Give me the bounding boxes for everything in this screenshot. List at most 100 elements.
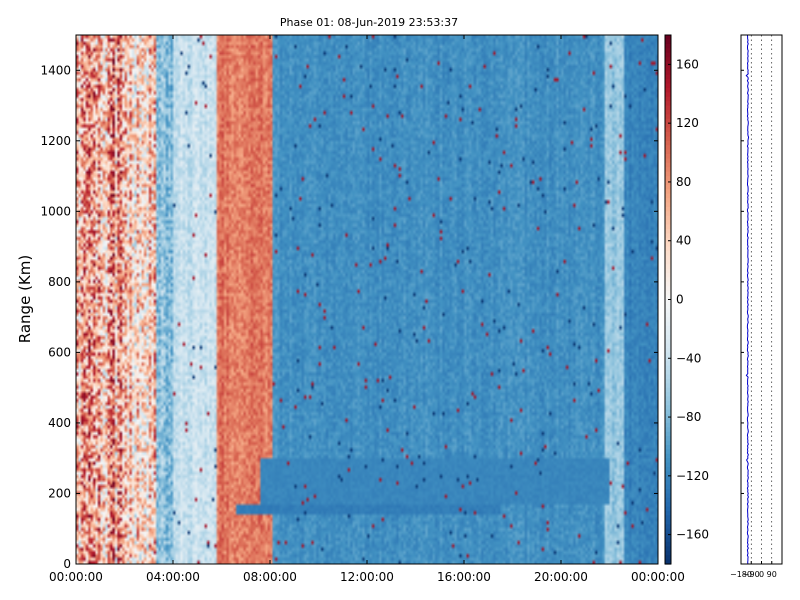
colorbar-step <box>665 559 671 565</box>
colorbar-step <box>665 299 671 305</box>
profile-x-tick-label: −90 <box>743 570 760 579</box>
colorbar-step <box>665 528 671 534</box>
colorbar-step <box>665 171 671 177</box>
colorbar-step <box>665 541 671 547</box>
colorbar-step <box>665 343 671 349</box>
colorbar-tick-label: 40 <box>676 234 691 248</box>
colorbar-step <box>665 555 671 561</box>
profile-x-tick-label: −180 <box>730 570 752 579</box>
colorbar-step <box>665 286 671 292</box>
colorbar-step <box>665 308 671 314</box>
colorbar-step <box>665 57 671 63</box>
colorbar-step <box>665 268 671 274</box>
x-tick-label: 12:00:00 <box>340 570 394 584</box>
y-tick-label: 200 <box>48 486 71 500</box>
colorbar-step <box>665 458 671 464</box>
colorbar-step <box>665 233 671 239</box>
mean-phase-profile <box>745 34 773 565</box>
colorbar-step <box>665 167 671 173</box>
colorbar-tick-label: −120 <box>676 469 709 483</box>
colorbar-tick-label: −160 <box>676 528 709 542</box>
colorbar-step <box>665 453 671 459</box>
colorbar-step <box>665 228 671 234</box>
chart-title: Phase 01: 08-Jun-2019 23:53:37 <box>280 16 458 29</box>
y-tick-label: 0 <box>63 557 71 571</box>
y-tick-label: 1200 <box>40 134 71 148</box>
colorbar-step <box>665 70 671 76</box>
colorbar-step <box>665 418 671 424</box>
profile-x-tick-label: 0 <box>759 570 764 579</box>
colorbar-tick-label: −40 <box>676 351 701 365</box>
colorbar-step <box>665 65 671 71</box>
colorbar-step <box>665 140 671 146</box>
colorbar-tick-label: 120 <box>676 116 699 130</box>
colorbar-step <box>665 392 671 398</box>
colorbar-step <box>665 259 671 265</box>
colorbar-step <box>665 396 671 402</box>
colorbar-step <box>665 158 671 164</box>
colorbar-step <box>665 242 671 248</box>
colorbar-step <box>665 131 671 137</box>
profile-line <box>745 34 750 565</box>
colorbar-step <box>665 334 671 340</box>
x-tick-label: 00:00:00 <box>631 570 685 584</box>
colorbar-step <box>665 515 671 521</box>
colorbar-step <box>665 255 671 261</box>
y-tick-label: 1000 <box>40 204 71 218</box>
colorbar-step <box>665 92 671 98</box>
colorbar-step <box>665 405 671 411</box>
colorbar-step <box>665 480 671 486</box>
colorbar-step <box>665 118 671 124</box>
colorbar-step <box>665 79 671 85</box>
colorbar-step <box>665 246 671 252</box>
colorbar-step <box>665 497 671 503</box>
colorbar-step <box>665 189 671 195</box>
colorbar-step <box>665 123 671 129</box>
colorbar-step <box>665 533 671 539</box>
colorbar-tick-label: 160 <box>676 57 699 71</box>
colorbar-step <box>665 303 671 309</box>
colorbar-step <box>665 352 671 358</box>
colorbar-step <box>665 211 671 217</box>
colorbar-step <box>665 361 671 367</box>
colorbar-step <box>665 347 671 353</box>
colorbar-step <box>665 198 671 204</box>
colorbar-step <box>665 43 671 49</box>
colorbar-step <box>665 162 671 168</box>
colorbar-step <box>665 449 671 455</box>
profile-x-axis: −180−90 0 90 <box>730 69 777 579</box>
colorbar-step <box>665 251 671 257</box>
colorbar-step <box>665 109 671 115</box>
colorbar-step <box>665 52 671 58</box>
colorbar-step <box>665 215 671 221</box>
colorbar-step <box>665 546 671 552</box>
colorbar-step <box>665 524 671 530</box>
colorbar-step <box>665 48 671 54</box>
colorbar-step <box>665 356 671 362</box>
colorbar-step <box>665 489 671 495</box>
colorbar-step <box>665 145 671 151</box>
colorbar-step <box>665 493 671 499</box>
colorbar-step <box>665 339 671 345</box>
colorbar-step <box>665 264 671 270</box>
colorbar-step <box>665 35 671 41</box>
x-tick-label: 16:00:00 <box>437 570 491 584</box>
colorbar-step <box>665 506 671 512</box>
colorbar-step <box>665 220 671 226</box>
x-tick-label: 08:00:00 <box>243 570 297 584</box>
colorbar-step <box>665 330 671 336</box>
colorbar-tick-label: 0 <box>676 293 684 307</box>
colorbar-step <box>665 224 671 230</box>
y-axis: 0 200 400 600 800 1000 1200 1400 <box>40 63 658 571</box>
colorbar-step <box>665 176 671 182</box>
colorbar-step <box>665 317 671 323</box>
colorbar-step <box>665 321 671 327</box>
colorbar-step <box>665 74 671 80</box>
colorbar-step <box>665 467 671 473</box>
y-tick-label: 800 <box>48 275 71 289</box>
y-tick-label: 400 <box>48 416 71 430</box>
colorbar-step <box>665 462 671 468</box>
heatmap-cells <box>76 35 658 564</box>
colorbar-step <box>665 312 671 318</box>
